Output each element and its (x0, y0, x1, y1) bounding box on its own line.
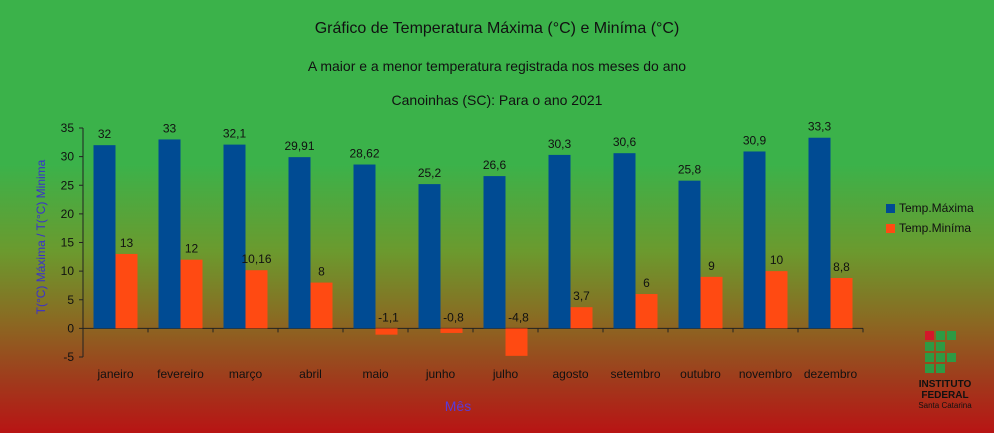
data-label-max-janeiro: 32 (98, 127, 112, 141)
bar-min-agosto (571, 307, 593, 328)
legend-item-min: Temp.Miníma (886, 218, 974, 238)
x-tick-label-dezembro: dezembro (804, 367, 858, 381)
bar-min-maio (376, 328, 398, 334)
data-label-max-março: 32,1 (223, 127, 247, 141)
data-label-min-novembro: 10 (770, 253, 784, 267)
logo-grid-icon (925, 331, 965, 375)
bar-max-março (224, 145, 246, 329)
y-tick-label: 20 (61, 207, 75, 221)
x-tick-label-maio: maio (362, 367, 388, 381)
y-tick-label: 10 (61, 264, 75, 278)
data-label-max-maio: 28,62 (349, 147, 379, 161)
bar-min-fevereiro (181, 260, 203, 329)
legend-label-min: Temp.Miníma (899, 221, 971, 235)
bar-max-abril (289, 157, 311, 328)
bar-max-junho (419, 184, 441, 328)
bar-min-janeiro (116, 254, 138, 328)
data-label-min-outubro: 9 (708, 259, 715, 273)
legend-item-max: Temp.Máxima (886, 198, 974, 218)
y-tick-label: 30 (61, 150, 75, 164)
legend-label-max: Temp.Máxima (899, 201, 974, 215)
data-label-min-abril: 8 (318, 265, 325, 279)
x-tick-label-novembro: novembro (739, 367, 793, 381)
data-label-max-agosto: 30,3 (548, 137, 572, 151)
x-tick-label-fevereiro: fevereiro (157, 367, 204, 381)
data-label-min-setembro: 6 (643, 276, 650, 290)
x-tick-label-outubro: outubro (680, 367, 721, 381)
bar-min-junho (441, 328, 463, 333)
y-tick-label: 15 (61, 236, 75, 250)
y-tick-label: 25 (61, 178, 75, 192)
bar-min-novembro (766, 271, 788, 328)
x-tick-label-junho: junho (425, 367, 456, 381)
bar-min-outubro (701, 277, 723, 329)
data-label-max-abril: 29,91 (284, 139, 314, 153)
data-label-min-fevereiro: 12 (185, 242, 199, 256)
bar-max-fevereiro (159, 139, 181, 328)
data-label-max-julho: 26,6 (483, 158, 507, 172)
bar-max-setembro (614, 153, 636, 328)
data-label-max-setembro: 30,6 (613, 135, 637, 149)
data-label-min-janeiro: 13 (120, 236, 134, 250)
x-tick-label-setembro: setembro (610, 367, 660, 381)
bar-max-janeiro (94, 145, 116, 328)
legend-swatch-min (886, 224, 895, 233)
bar-min-julho (506, 328, 528, 355)
bar-min-março (246, 270, 268, 328)
data-label-min-março: 10,16 (241, 252, 271, 266)
x-tick-label-janeiro: janeiro (96, 367, 133, 381)
y-tick-label: 5 (67, 293, 74, 307)
data-label-min-maio: -1,1 (378, 310, 399, 324)
bar-min-abril (311, 283, 333, 329)
bar-max-dezembro (809, 138, 831, 329)
chart-page: Gráfico de Temperatura Máxima (°C) e Min… (0, 0, 994, 433)
x-tick-label-agosto: agosto (552, 367, 588, 381)
y-tick-label: -5 (63, 350, 74, 364)
bar-max-outubro (679, 181, 701, 329)
y-tick-label: 35 (61, 121, 75, 135)
y-axis-label: T(°C) Máxima / T(°C) Minima (34, 160, 48, 315)
x-tick-label-março: março (229, 367, 263, 381)
logo-line-1: INSTITUTO (905, 379, 985, 390)
logo-line-2: FEDERAL (905, 390, 985, 401)
bar-max-novembro (744, 151, 766, 328)
logo-line-3: Santa Catarina (905, 401, 985, 411)
data-label-max-fevereiro: 33 (163, 121, 177, 135)
data-label-min-junho: -0,8 (443, 310, 464, 324)
x-axis-label: Mês (445, 398, 471, 414)
legend: Temp.Máxima Temp.Miníma (886, 198, 974, 238)
legend-swatch-max (886, 204, 895, 213)
data-label-min-julho: -4,8 (508, 310, 529, 324)
data-label-min-agosto: 3,7 (573, 289, 590, 303)
bar-min-dezembro (831, 278, 853, 328)
bar-max-maio (354, 165, 376, 329)
bar-max-agosto (549, 155, 571, 328)
y-tick-label: 0 (67, 321, 74, 335)
x-tick-label-abril: abril (299, 367, 322, 381)
bar-chart: 35 30 25 20 15 10 5 0 -5 32 13 janeiro 33 12 fevereiro… (0, 0, 994, 433)
bar-min-setembro (636, 294, 658, 328)
data-label-min-dezembro: 8,8 (833, 260, 850, 274)
x-tick-label-julho: julho (492, 367, 519, 381)
data-label-max-outubro: 25,8 (678, 163, 702, 177)
data-label-max-novembro: 30,9 (743, 133, 767, 147)
bar-max-julho (484, 176, 506, 328)
data-label-max-junho: 25,2 (418, 166, 442, 180)
data-label-max-dezembro: 33,3 (808, 120, 832, 134)
